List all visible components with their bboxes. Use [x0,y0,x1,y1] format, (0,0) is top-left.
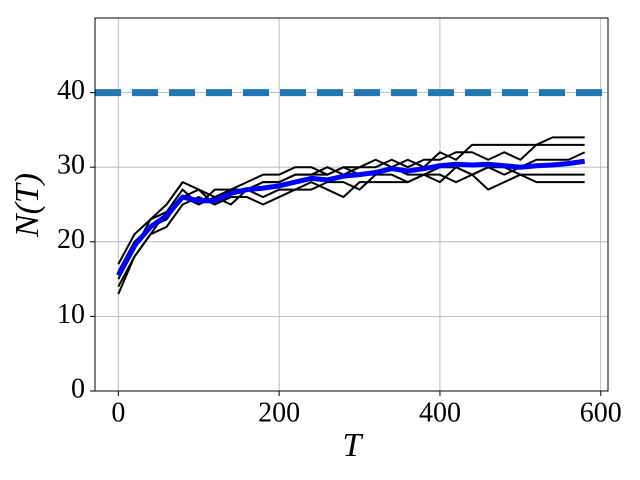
x-tick-label: 600 [580,397,622,428]
plot-frame [94,17,609,392]
x-tick-label: 400 [419,397,461,428]
x-tick-label: 0 [111,397,125,428]
mean-line [116,158,586,277]
y-axis-label: N(T) [9,173,46,238]
x-tick-label: 200 [258,397,300,428]
run-line [117,151,586,273]
y-tick-label: 20 [57,224,85,255]
y-tick-label: 40 [57,75,85,106]
x-axis-label: T [343,427,364,464]
y-tick-label: 30 [57,150,85,181]
y-tick-label: 0 [71,373,85,404]
run-line [117,173,585,295]
y-tick-label: 10 [57,299,85,330]
